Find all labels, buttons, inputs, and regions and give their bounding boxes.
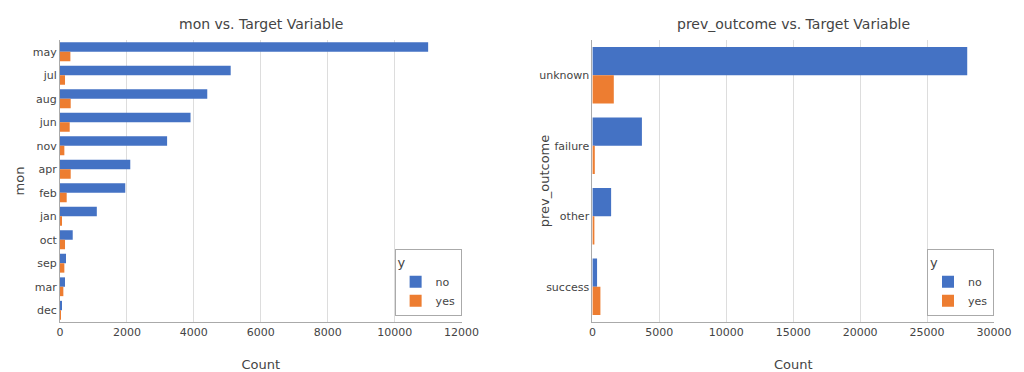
- svg-text:6000: 6000: [247, 326, 275, 339]
- svg-text:5000: 5000: [645, 326, 673, 339]
- svg-text:other: other: [560, 210, 590, 223]
- svg-text:12000: 12000: [444, 326, 479, 339]
- svg-text:20000: 20000: [843, 326, 878, 339]
- svg-text:10000: 10000: [377, 326, 412, 339]
- svg-text:mon vs. Target Variable: mon vs. Target Variable: [179, 16, 343, 32]
- svg-text:25000: 25000: [910, 326, 945, 339]
- svg-text:oct: oct: [40, 234, 58, 247]
- svg-text:Count: Count: [774, 357, 813, 372]
- svg-text:mon: mon: [12, 167, 27, 196]
- svg-text:nov: nov: [37, 140, 58, 153]
- svg-text:Count: Count: [242, 357, 281, 372]
- svg-text:15000: 15000: [776, 326, 811, 339]
- svg-text:0: 0: [57, 326, 64, 339]
- svg-text:feb: feb: [39, 187, 57, 200]
- svg-text:y: y: [930, 255, 938, 270]
- svg-text:jul: jul: [43, 69, 57, 82]
- svg-text:yes: yes: [436, 295, 455, 308]
- svg-text:prev_outcome: prev_outcome: [537, 135, 552, 228]
- svg-text:0: 0: [589, 326, 596, 339]
- svg-text:yes: yes: [968, 295, 987, 308]
- svg-text:no: no: [968, 276, 982, 289]
- svg-text:no: no: [436, 276, 450, 289]
- svg-text:may: may: [33, 46, 57, 59]
- svg-text:sep: sep: [37, 257, 56, 270]
- svg-text:2000: 2000: [113, 326, 141, 339]
- svg-text:jan: jan: [39, 210, 57, 223]
- svg-text:apr: apr: [39, 163, 58, 176]
- svg-text:prev_outcome vs. Target Variab: prev_outcome vs. Target Variable: [677, 16, 910, 32]
- svg-text:failure: failure: [554, 140, 589, 153]
- svg-text:success: success: [546, 281, 589, 294]
- svg-text:y: y: [398, 255, 406, 270]
- svg-text:dec: dec: [37, 304, 57, 317]
- svg-text:10000: 10000: [709, 326, 744, 339]
- svg-text:jun: jun: [39, 116, 57, 129]
- svg-text:unknown: unknown: [539, 69, 589, 82]
- svg-text:mar: mar: [35, 281, 57, 294]
- svg-text:4000: 4000: [180, 326, 208, 339]
- svg-text:8000: 8000: [314, 326, 342, 339]
- svg-text:30000: 30000: [977, 326, 1012, 339]
- svg-text:aug: aug: [36, 93, 57, 106]
